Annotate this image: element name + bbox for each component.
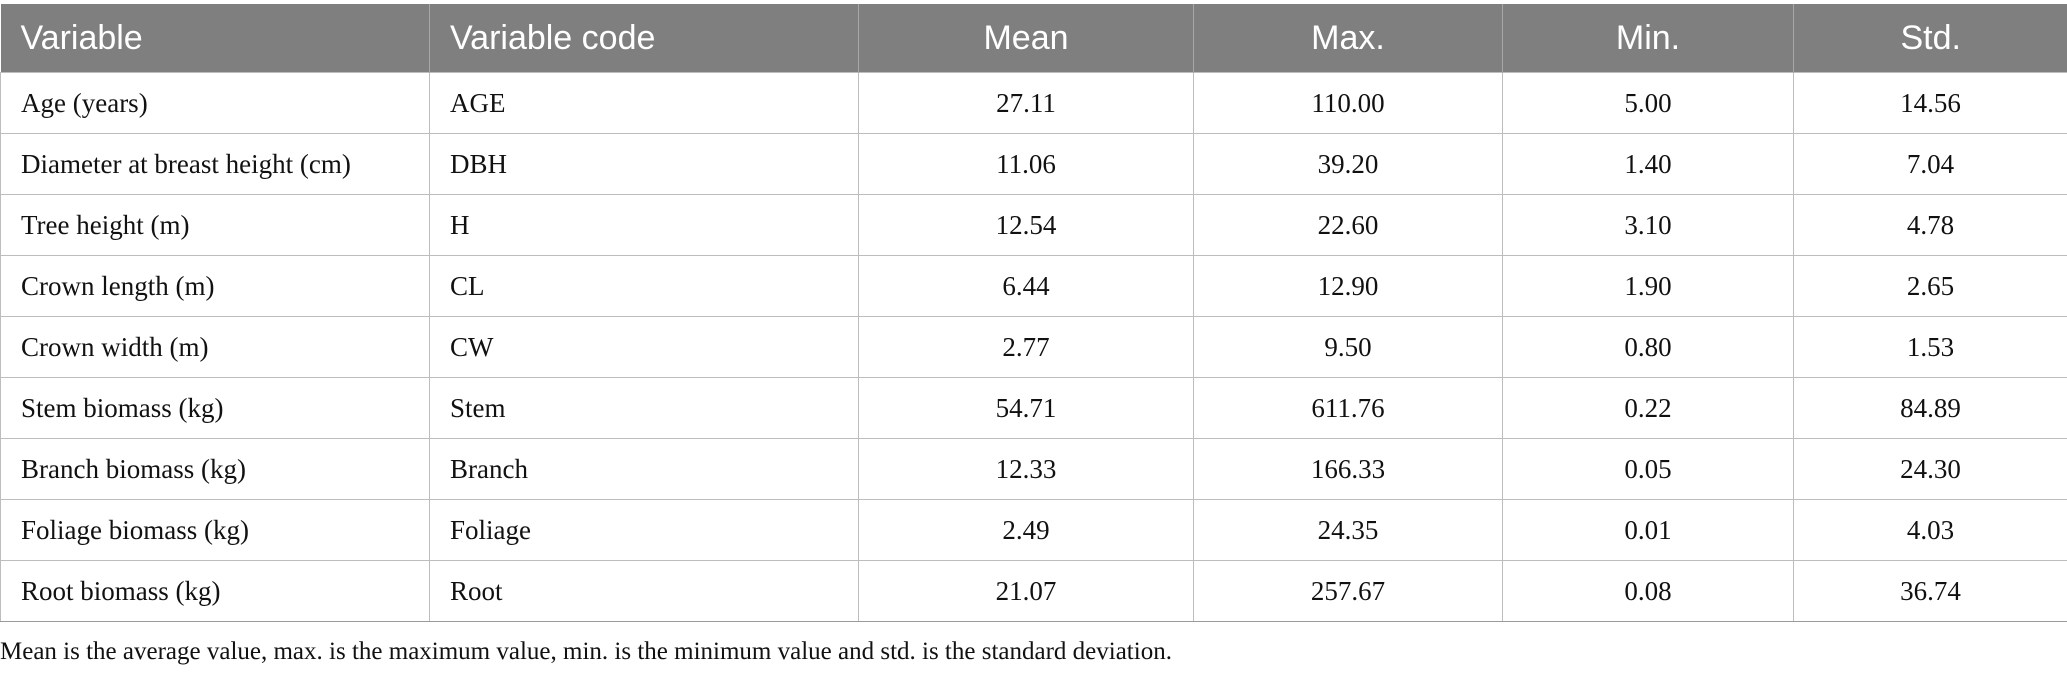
cell-mean: 6.44: [858, 255, 1194, 317]
cell-max: 24.35: [1193, 499, 1503, 561]
cell-variable: Diameter at breast height (cm): [0, 133, 430, 195]
table-row: Stem biomass (kg) Stem 54.71 611.76 0.22…: [0, 377, 2067, 439]
cell-std: 2.65: [1793, 255, 2067, 317]
cell-max: 166.33: [1193, 438, 1503, 500]
cell-max: 12.90: [1193, 255, 1503, 317]
cell-min: 1.40: [1502, 133, 1794, 195]
cell-min: 0.01: [1502, 499, 1794, 561]
cell-variable-code: AGE: [429, 72, 859, 134]
cell-mean: 27.11: [858, 72, 1194, 134]
header-row: Variable Variable code Mean Max. Min. St…: [0, 4, 2067, 73]
cell-max: 611.76: [1193, 377, 1503, 439]
cell-max: 257.67: [1193, 560, 1503, 622]
cell-min: 3.10: [1502, 194, 1794, 256]
cell-variable-code: Root: [429, 560, 859, 622]
cell-std: 4.03: [1793, 499, 2067, 561]
cell-std: 7.04: [1793, 133, 2067, 195]
cell-variable: Foliage biomass (kg): [0, 499, 430, 561]
cell-min: 5.00: [1502, 72, 1794, 134]
cell-variable-code: CL: [429, 255, 859, 317]
cell-variable: Age (years): [0, 72, 430, 134]
descriptive-statistics-table: Variable Variable code Mean Max. Min. St…: [0, 4, 2067, 622]
cell-mean: 54.71: [858, 377, 1194, 439]
column-header-std: Std.: [1793, 4, 2067, 73]
cell-variable: Root biomass (kg): [0, 560, 430, 622]
cell-variable-code: DBH: [429, 133, 859, 195]
cell-min: 0.22: [1502, 377, 1794, 439]
cell-mean: 2.49: [858, 499, 1194, 561]
table-row: Diameter at breast height (cm) DBH 11.06…: [0, 133, 2067, 195]
cell-variable-code: Foliage: [429, 499, 859, 561]
cell-variable-code: CW: [429, 316, 859, 378]
table-row: Tree height (m) H 12.54 22.60 3.10 4.78: [0, 194, 2067, 256]
cell-mean: 12.33: [858, 438, 1194, 500]
cell-std: 14.56: [1793, 72, 2067, 134]
table-row: Branch biomass (kg) Branch 12.33 166.33 …: [0, 438, 2067, 500]
cell-variable: Branch biomass (kg): [0, 438, 430, 500]
cell-max: 39.20: [1193, 133, 1503, 195]
cell-variable-code: Branch: [429, 438, 859, 500]
table-row: Root biomass (kg) Root 21.07 257.67 0.08…: [0, 560, 2067, 622]
cell-max: 110.00: [1193, 72, 1503, 134]
cell-std: 1.53: [1793, 316, 2067, 378]
column-header-mean: Mean: [858, 4, 1194, 73]
cell-mean: 11.06: [858, 133, 1194, 195]
column-header-variable-code: Variable code: [429, 4, 859, 73]
cell-mean: 12.54: [858, 194, 1194, 256]
cell-std: 4.78: [1793, 194, 2067, 256]
cell-min: 1.90: [1502, 255, 1794, 317]
column-header-max: Max.: [1193, 4, 1503, 73]
cell-std: 24.30: [1793, 438, 2067, 500]
cell-mean: 21.07: [858, 560, 1194, 622]
table-row: Age (years) AGE 27.11 110.00 5.00 14.56: [0, 72, 2067, 134]
column-header-variable: Variable: [0, 4, 430, 73]
table-footnote: Mean is the average value, max. is the m…: [0, 638, 1172, 665]
table-body: Age (years) AGE 27.11 110.00 5.00 14.56 …: [0, 72, 2067, 622]
cell-std: 36.74: [1793, 560, 2067, 622]
cell-variable-code: Stem: [429, 377, 859, 439]
cell-variable: Stem biomass (kg): [0, 377, 430, 439]
cell-mean: 2.77: [858, 316, 1194, 378]
cell-max: 22.60: [1193, 194, 1503, 256]
cell-min: 0.05: [1502, 438, 1794, 500]
table-row: Foliage biomass (kg) Foliage 2.49 24.35 …: [0, 499, 2067, 561]
cell-variable: Crown length (m): [0, 255, 430, 317]
column-header-min: Min.: [1502, 4, 1794, 73]
data-table-container: Variable Variable code Mean Max. Min. St…: [0, 4, 2067, 622]
cell-std: 84.89: [1793, 377, 2067, 439]
cell-variable: Tree height (m): [0, 194, 430, 256]
table-header: Variable Variable code Mean Max. Min. St…: [0, 4, 2067, 73]
table-row: Crown length (m) CL 6.44 12.90 1.90 2.65: [0, 255, 2067, 317]
table-row: Crown width (m) CW 2.77 9.50 0.80 1.53: [0, 316, 2067, 378]
cell-min: 0.80: [1502, 316, 1794, 378]
cell-variable-code: H: [429, 194, 859, 256]
cell-min: 0.08: [1502, 560, 1794, 622]
cell-variable: Crown width (m): [0, 316, 430, 378]
cell-max: 9.50: [1193, 316, 1503, 378]
